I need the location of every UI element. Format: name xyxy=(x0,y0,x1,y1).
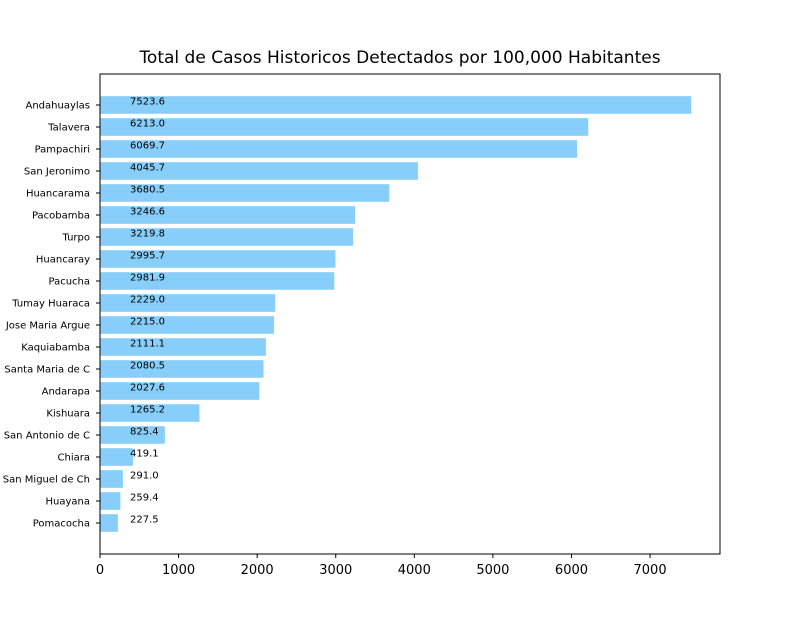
value-label: 2995.7 xyxy=(130,251,165,262)
value-label: 2215.0 xyxy=(130,317,165,328)
bar xyxy=(100,360,264,378)
value-label: 3680.5 xyxy=(130,185,165,196)
bar xyxy=(100,448,133,466)
value-label: 4045.7 xyxy=(130,163,165,174)
value-label: 3246.6 xyxy=(130,207,165,218)
bar xyxy=(100,470,123,488)
y-tick-label: Tumay Huaraca xyxy=(11,299,90,310)
y-tick-label: Pacucha xyxy=(48,277,90,288)
value-label: 6069.7 xyxy=(130,141,165,152)
bar xyxy=(100,404,200,422)
x-tick-label: 3000 xyxy=(319,563,352,578)
value-label: 2080.5 xyxy=(130,361,165,372)
value-label: 1265.2 xyxy=(130,405,165,416)
bar xyxy=(100,426,165,444)
bar xyxy=(100,184,390,202)
value-label: 419.1 xyxy=(130,449,159,460)
value-label: 2111.1 xyxy=(130,339,165,350)
value-label: 825.4 xyxy=(130,427,159,438)
y-tick-label: San Jeronimo xyxy=(24,167,90,178)
y-tick-label: Turpo xyxy=(61,233,90,244)
y-tick-label: Jose Maria Argue xyxy=(5,321,90,332)
bar xyxy=(100,96,692,114)
bar xyxy=(100,272,335,290)
y-tick-label: Pomacocha xyxy=(33,519,90,530)
y-tick-label: Kaquiabamba xyxy=(21,343,90,354)
x-tick-label: 0 xyxy=(96,563,104,578)
axes-frame xyxy=(99,73,721,555)
y-tick-label: Chiara xyxy=(58,453,90,464)
value-label: 6213.0 xyxy=(130,119,165,130)
y-tick-label: Huayana xyxy=(46,497,91,508)
y-tick-label: Huancarama xyxy=(26,189,90,200)
y-tick-label: Pampachiri xyxy=(35,145,90,156)
bar xyxy=(100,382,260,400)
bar xyxy=(100,492,121,510)
value-label: 3219.8 xyxy=(130,229,165,240)
bar xyxy=(100,294,276,312)
y-tick-label: Andarapa xyxy=(42,387,90,398)
bar xyxy=(100,514,118,532)
x-tick-label: 1000 xyxy=(162,563,195,578)
x-tick-label: 2000 xyxy=(241,563,274,578)
x-tick-label: 6000 xyxy=(555,563,588,578)
value-label: 291.0 xyxy=(130,471,159,482)
y-tick-label: Andahuaylas xyxy=(26,101,91,112)
y-tick-label: Pacobamba xyxy=(32,211,90,222)
chart-title: Total de Casos Historicos Detectados por… xyxy=(138,48,660,68)
bar xyxy=(100,162,418,180)
bar xyxy=(100,228,354,246)
x-tick-label: 7000 xyxy=(634,563,667,578)
value-label: 2229.0 xyxy=(130,295,165,306)
value-label: 227.5 xyxy=(130,515,159,526)
value-label: 7523.6 xyxy=(130,97,165,108)
x-tick-label: 5000 xyxy=(476,563,509,578)
bar xyxy=(100,140,577,158)
bar xyxy=(100,316,275,334)
bar xyxy=(100,206,356,224)
bar xyxy=(100,118,589,136)
bar xyxy=(100,338,266,356)
value-label: 259.4 xyxy=(130,493,159,504)
value-label: 2027.6 xyxy=(130,383,165,394)
y-tick-label: Kishuara xyxy=(46,409,90,420)
y-tick-label: San Miguel de Ch xyxy=(3,475,90,486)
y-tick-label: Talavera xyxy=(47,123,90,134)
bar xyxy=(100,250,336,268)
y-tick-label: Santa Maria de C xyxy=(4,365,90,376)
value-label: 2981.9 xyxy=(130,273,165,284)
x-tick-label: 4000 xyxy=(398,563,431,578)
y-tick-label: San Antonio de C xyxy=(4,431,90,442)
y-tick-label: Huancaray xyxy=(36,255,90,266)
